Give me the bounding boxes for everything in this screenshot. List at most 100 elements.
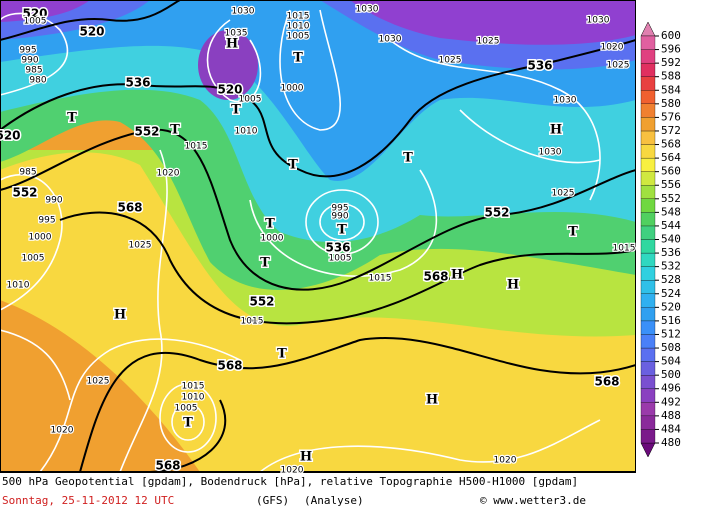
pressure-label: 1005 bbox=[239, 95, 262, 105]
pressure-label: 1005 bbox=[287, 32, 310, 42]
pressure-system: T bbox=[337, 223, 347, 238]
legend-tick-label: 480 bbox=[661, 436, 681, 449]
legend-tick-label: 548 bbox=[661, 205, 681, 218]
legend-band bbox=[640, 347, 656, 362]
legend-band bbox=[640, 35, 656, 50]
legend-band bbox=[640, 307, 656, 322]
pressure-system: H bbox=[507, 278, 519, 293]
legend-band bbox=[640, 144, 656, 159]
pressure-system: T bbox=[260, 256, 270, 271]
pressure-system: T bbox=[265, 217, 275, 232]
contour-label: 536 bbox=[125, 76, 150, 90]
legend-band bbox=[640, 375, 656, 389]
pressure-label: 990 bbox=[45, 196, 62, 206]
pressure-label: 1010 bbox=[235, 127, 258, 137]
contour-label: 568 bbox=[155, 459, 180, 473]
legend-band bbox=[640, 402, 656, 417]
pressure-label: 980 bbox=[29, 76, 46, 86]
legend-tick-label: 592 bbox=[661, 56, 681, 69]
pressure-label: 1005 bbox=[175, 404, 198, 414]
pressure-system: H bbox=[550, 123, 562, 138]
pressure-label: 1025 bbox=[607, 61, 630, 71]
pressure-label: 1020 bbox=[281, 466, 304, 476]
legend-band bbox=[640, 62, 656, 77]
legend-tick-label: 500 bbox=[661, 368, 681, 381]
legend-tick-label: 568 bbox=[661, 138, 681, 151]
pressure-system: T bbox=[231, 103, 241, 118]
legend-tick-label: 600 bbox=[661, 29, 681, 42]
pressure-label: 1015 bbox=[241, 317, 264, 327]
legend-tick-label: 596 bbox=[661, 43, 681, 56]
legend-tick-label: 584 bbox=[661, 83, 681, 96]
legend-tick-label: 556 bbox=[661, 178, 681, 191]
legend-band bbox=[640, 429, 656, 444]
color-legend: 4804844884924965005045085125165205245285… bbox=[640, 21, 681, 458]
pressure-label: 1005 bbox=[22, 254, 45, 264]
legend-tick-label: 588 bbox=[661, 70, 681, 83]
legend-top-arrow bbox=[640, 21, 656, 37]
legend-tick-label: 560 bbox=[661, 165, 681, 178]
legend-tick-label: 504 bbox=[661, 355, 681, 368]
pressure-label: 1030 bbox=[587, 16, 610, 26]
contour-label: 552 bbox=[484, 206, 509, 220]
footer-run: (Analyse) bbox=[304, 494, 364, 507]
pressure-label: 985 bbox=[19, 168, 36, 178]
legend-band bbox=[640, 280, 656, 294]
legend-tick-label: 580 bbox=[661, 97, 681, 110]
legend-tick-label: 564 bbox=[661, 151, 681, 164]
pressure-system: T bbox=[67, 111, 77, 126]
pressure-label: 1005 bbox=[329, 254, 352, 264]
pressure-label: 1030 bbox=[539, 148, 562, 158]
legend-bottom-arrow bbox=[640, 442, 656, 458]
legend-band bbox=[640, 293, 656, 308]
legend-tick-label: 488 bbox=[661, 409, 681, 422]
legend-band bbox=[640, 239, 656, 254]
pressure-label: 1030 bbox=[232, 7, 255, 17]
pressure-label: 990 bbox=[331, 212, 348, 222]
pressure-label: 1015 bbox=[182, 382, 205, 392]
contour-label: 520 bbox=[217, 83, 242, 97]
contour-label: 552 bbox=[12, 186, 37, 200]
pressure-label: 1010 bbox=[7, 281, 30, 291]
legend-tick-label: 484 bbox=[661, 422, 681, 435]
legend-band bbox=[640, 198, 656, 213]
map-fields bbox=[0, 0, 636, 472]
pressure-label: 995 bbox=[331, 204, 348, 214]
legend-tick-label: 512 bbox=[661, 327, 681, 340]
legend-band bbox=[640, 49, 656, 64]
pressure-label: 1025 bbox=[129, 241, 152, 251]
pressure-system: H bbox=[226, 37, 238, 52]
legend-tick-label: 496 bbox=[661, 382, 681, 395]
pressure-label: 1015 bbox=[369, 274, 392, 284]
pressure-system: T bbox=[288, 158, 298, 173]
legend-tick-label: 572 bbox=[661, 124, 681, 137]
pressure-label: 1035 bbox=[225, 29, 248, 39]
contour-label: 520 bbox=[79, 25, 104, 39]
legend-tick-label: 552 bbox=[661, 192, 681, 205]
pressure-system: T bbox=[293, 51, 303, 66]
legend-band bbox=[640, 225, 656, 240]
legend-band bbox=[640, 212, 656, 227]
contour-label: 536 bbox=[527, 59, 552, 73]
field-purple bbox=[0, 0, 636, 45]
contour-label: 568 bbox=[117, 201, 142, 215]
pressure-label: 1020 bbox=[494, 456, 517, 466]
footer-date: Sonntag, 25-11-2012 12 UTC bbox=[2, 494, 174, 507]
pressure-system: T bbox=[170, 123, 180, 138]
legend-band bbox=[640, 320, 656, 335]
pressure-system: H bbox=[114, 308, 126, 323]
pressure-system: H bbox=[426, 393, 438, 408]
pressure-label: 995 bbox=[38, 216, 55, 226]
pressure-label: 1000 bbox=[281, 84, 304, 94]
pressure-system: T bbox=[183, 416, 193, 431]
legend-band bbox=[640, 334, 656, 349]
pressure-label: 1010 bbox=[287, 22, 310, 32]
legend-band bbox=[640, 415, 656, 430]
pressure-system: T bbox=[277, 347, 287, 362]
pressure-label: 1025 bbox=[477, 37, 500, 47]
legend-band bbox=[640, 171, 656, 186]
legend-band bbox=[640, 103, 656, 118]
pressure-system: T bbox=[568, 225, 578, 240]
legend-band bbox=[640, 90, 656, 104]
